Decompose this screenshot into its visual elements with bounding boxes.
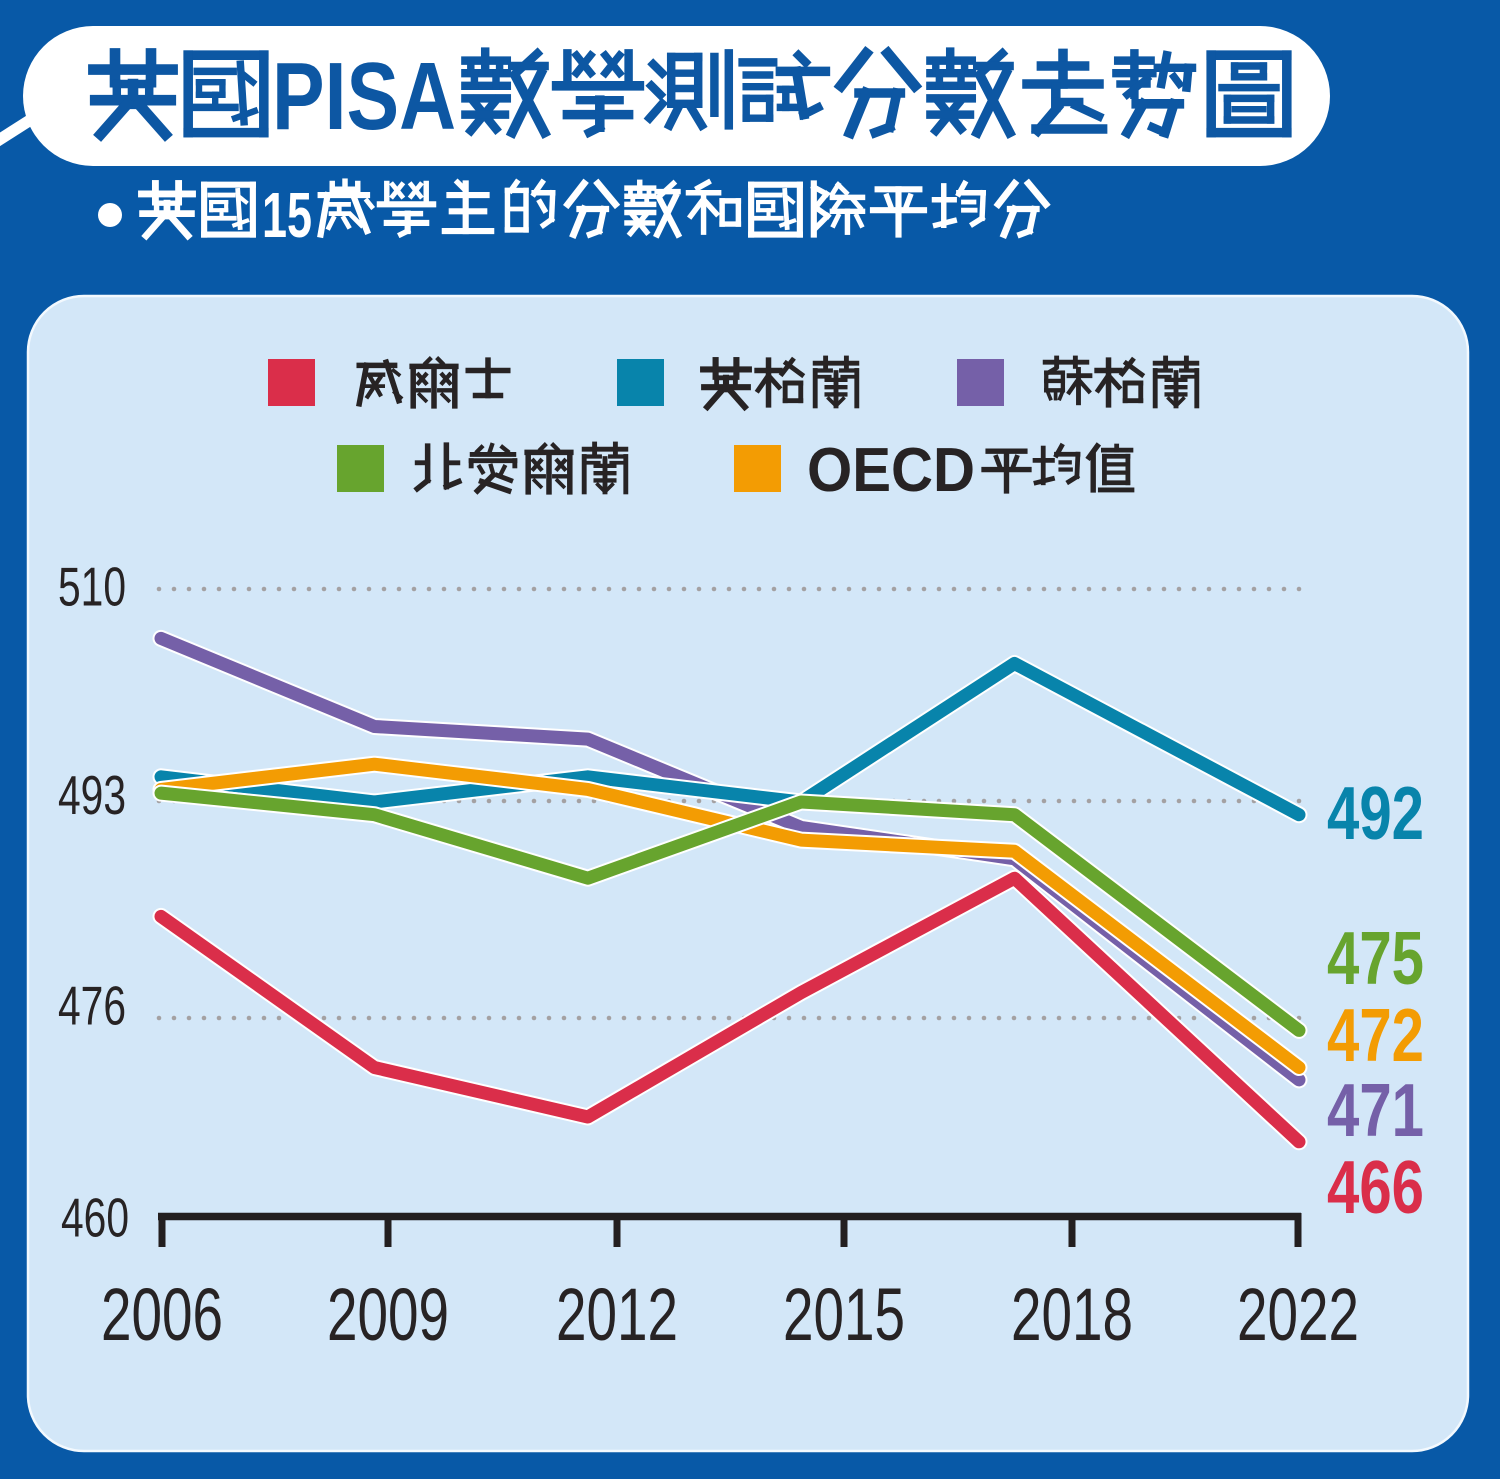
svg-text:2022: 2022: [1237, 1273, 1359, 1356]
svg-text:493: 493: [58, 764, 126, 826]
svg-text:2015: 2015: [783, 1273, 905, 1356]
svg-text:15: 15: [262, 179, 312, 251]
svg-text:471: 471: [1327, 1068, 1424, 1152]
svg-text:2012: 2012: [556, 1273, 678, 1356]
svg-text:475: 475: [1327, 916, 1424, 1000]
svg-text:472: 472: [1327, 993, 1424, 1077]
svg-text:466: 466: [1327, 1145, 1424, 1229]
svg-text:492: 492: [1327, 771, 1424, 855]
svg-text:476: 476: [58, 975, 126, 1037]
svg-text:460: 460: [61, 1187, 129, 1249]
svg-text:OECD: OECD: [807, 436, 975, 505]
svg-text:PISA: PISA: [272, 43, 456, 150]
svg-text:2006: 2006: [101, 1273, 223, 1356]
svg-text:510: 510: [58, 556, 126, 618]
svg-text:2018: 2018: [1011, 1273, 1133, 1356]
svg-text:2009: 2009: [327, 1273, 449, 1356]
